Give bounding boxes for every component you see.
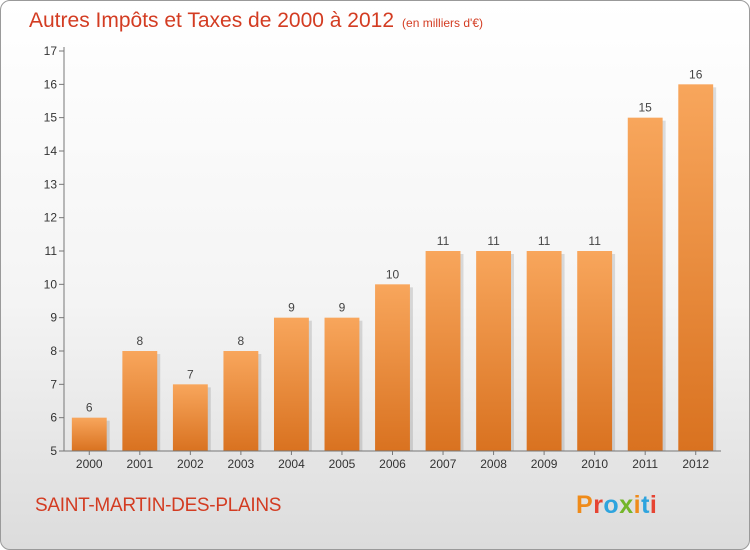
bar-2002 (172, 384, 208, 451)
title-line: Autres Impôts et Taxes de 2000 à 2012 (en… (29, 9, 483, 33)
data-label-2004: 9 (288, 301, 295, 315)
data-label-2005: 9 (339, 301, 346, 315)
data-label-2008: 11 (487, 234, 500, 248)
x-tick-label-2010: 2010 (581, 457, 608, 471)
bar-2008 (476, 251, 512, 451)
logo-letter: t (641, 491, 650, 519)
y-tick-label-15: 15 (44, 111, 58, 125)
x-tick-label-2005: 2005 (329, 457, 356, 471)
bar-2000 (71, 417, 107, 451)
bar-2010 (577, 251, 613, 451)
x-tick-label-2000: 2000 (76, 457, 103, 471)
bar-2001 (122, 351, 158, 451)
y-tick-label-13: 13 (44, 177, 58, 191)
bar-2005 (324, 317, 360, 451)
y-tick-label-14: 14 (44, 144, 58, 158)
y-tick-label-10: 10 (44, 277, 58, 291)
bar-2006 (375, 284, 410, 451)
y-tick-label-8: 8 (50, 344, 57, 358)
y-tick-label-16: 16 (44, 77, 58, 91)
y-tick-label-17: 17 (44, 44, 58, 58)
data-label-2003: 8 (238, 334, 245, 348)
bar-2012 (678, 84, 714, 451)
x-tick-label-2008: 2008 (480, 457, 507, 471)
x-tick-label-2006: 2006 (379, 457, 406, 471)
bar-2004 (273, 317, 309, 451)
data-label-2010: 11 (588, 234, 601, 248)
logo-letter: i (649, 491, 658, 519)
bar-2011 (627, 117, 663, 452)
logo-letter: i (633, 491, 642, 519)
data-label-2009: 11 (538, 234, 551, 248)
bar-2009 (526, 251, 562, 451)
y-tick-label-12: 12 (44, 211, 58, 225)
data-label-2000: 6 (86, 401, 93, 415)
x-tick-label-2012: 2012 (682, 457, 709, 471)
logo-letter: x (619, 491, 634, 519)
x-tick-label-2004: 2004 (278, 457, 305, 471)
x-tick-label-2011: 2011 (632, 457, 658, 471)
x-tick-label-2002: 2002 (177, 457, 204, 471)
data-label-2006: 10 (386, 267, 400, 281)
x-tick-label-2007: 2007 (430, 457, 457, 471)
x-tick-label-2001: 2001 (126, 457, 153, 471)
y-tick-label-11: 11 (45, 244, 58, 258)
chart-title: Autres Impôts et Taxes de 2000 à 2012 (29, 9, 395, 32)
data-label-2001: 8 (136, 334, 143, 348)
bar-2003 (223, 351, 259, 451)
logo-letter: r (593, 491, 604, 519)
data-label-2011: 15 (639, 101, 653, 115)
data-label-2007: 11 (437, 234, 450, 248)
data-label-2002: 7 (187, 367, 194, 381)
x-tick-label-2003: 2003 (228, 457, 255, 471)
y-tick-label-5: 5 (50, 444, 57, 458)
data-label-2012: 16 (689, 67, 703, 81)
commune-name: SAINT-MARTIN-DES-PLAINS (35, 495, 282, 516)
logo-letter: P (576, 491, 594, 519)
proxiti-logo[interactable]: Proxiti (576, 491, 657, 520)
y-tick-label-7: 7 (50, 377, 57, 391)
y-tick-label-9: 9 (50, 311, 57, 325)
logo-letter: o (603, 491, 620, 519)
x-tick-label-2009: 2009 (531, 457, 558, 471)
y-tick-label-6: 6 (50, 411, 57, 425)
chart-unit: (en milliers d'€) (402, 16, 484, 30)
bar-2007 (425, 251, 461, 451)
